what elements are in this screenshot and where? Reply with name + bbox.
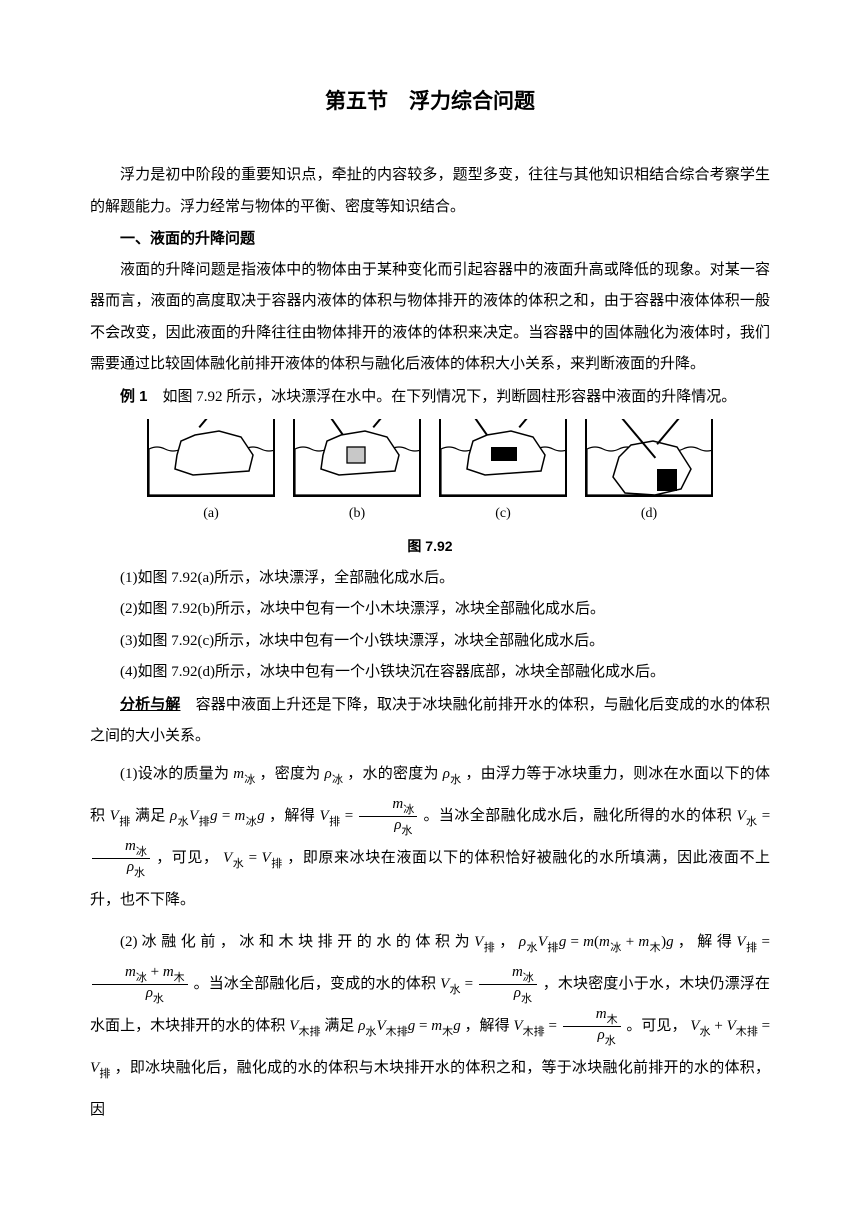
label-iron-c: 铁块	[441, 419, 471, 429]
label-ice-d: 冰	[683, 419, 698, 429]
example-1-stem: 例 1 如图 7.92 所示，冰块漂浮在水中。在下列情况下，判断圆柱形容器中液面…	[90, 381, 770, 414]
analysis-lead: 分析与解 容器中液面上升还是下降，取决于冰块融化前排开水的体积，与融化后变成的水…	[90, 689, 770, 753]
heading-1: 一、液面的升降问题	[90, 223, 770, 255]
example-1-text: 如图 7.92 所示，冰块漂浮在水中。在下列情况下，判断圆柱形容器中液面的升降情…	[148, 389, 737, 405]
label-ice-b: 冰	[385, 419, 400, 429]
question-1: (1)如图 7.92(a)所示，冰块漂浮，全部融化成水后。	[90, 563, 770, 595]
question-3: (3)如图 7.92(c)所示，冰块中包有一个小铁块漂浮，冰块全部融化成水后。	[90, 626, 770, 658]
panel-label-a: (a)	[147, 499, 275, 528]
example-1-label: 例 1	[120, 388, 148, 405]
label-ice-a: 冰	[211, 419, 226, 429]
label-iron-d: 铁块	[587, 419, 617, 429]
analysis-text: 容器中液面上升还是下降，取决于冰块融化前排开水的体积，与融化后变成的水的体积之间…	[90, 697, 770, 745]
question-4: (4)如图 7.92(d)所示，冰块中包有一个小铁块沉在容器底部，冰块全部融化成…	[90, 657, 770, 689]
label-wood-b: 木块	[297, 419, 327, 429]
intro-paragraph: 浮力是初中阶段的重要知识点，牵扯的内容较多，题型多变，往往与其他知识相结合综合考…	[90, 160, 770, 223]
question-2: (2)如图 7.92(b)所示，冰块中包有一个小木块漂浮，冰块全部融化成水后。	[90, 594, 770, 626]
label-ice-c: 冰	[531, 419, 546, 429]
figure-caption: 图 7.92	[90, 532, 770, 561]
panel-label-d: (d)	[585, 499, 713, 528]
figure-panel-d: 铁块 冰 (d)	[585, 419, 713, 528]
analysis-label: 分析与解	[120, 696, 180, 713]
panel-label-b: (b)	[293, 499, 421, 528]
figure-panel-a: 冰 (a)	[147, 419, 275, 528]
figure-panel-b: 木块 冰 (b)	[293, 419, 421, 528]
figure-panel-c: 铁块 冰 (c)	[439, 419, 567, 528]
figure-7-92: 冰 (a) 木块 冰	[90, 419, 770, 561]
heading-1-body: 液面的升降问题是指液体中的物体由于某种变化而引起容器中的液面升高或降低的现象。对…	[90, 255, 770, 381]
section-title: 第五节 浮力综合问题	[90, 80, 770, 124]
answer-1: (1)设冰的质量为 m冰 ，密度为 ρ冰 ，水的密度为 ρ水 ，由浮力等于冰块重…	[90, 753, 770, 921]
answer-2: (2) 冰 融 化 前 ， 冰 和 木 块 排 开 的 水 的 体 积 为 V排…	[90, 921, 770, 1131]
panel-label-c: (c)	[439, 499, 567, 528]
